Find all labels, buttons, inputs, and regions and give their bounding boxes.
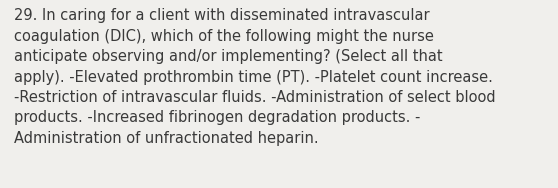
Text: 29. In caring for a client with disseminated intravascular
coagulation (DIC), wh: 29. In caring for a client with dissemin… <box>14 8 496 146</box>
